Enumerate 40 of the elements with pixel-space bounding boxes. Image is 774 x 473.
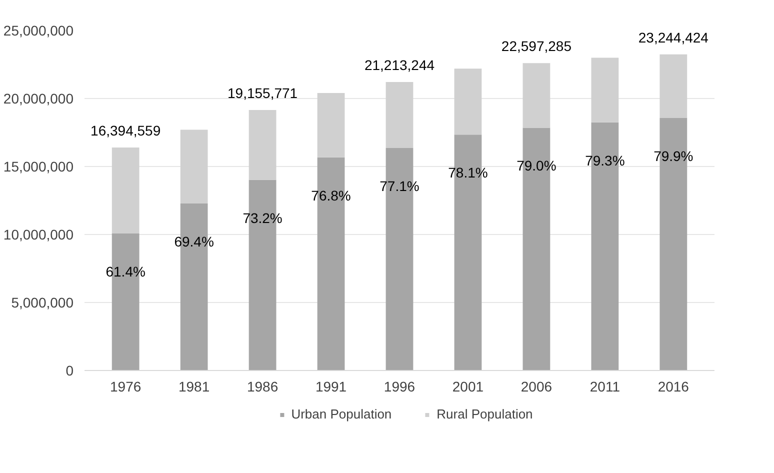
total-label: 22,597,285 xyxy=(501,38,572,54)
y-tick-label: 15,000,000 xyxy=(3,158,74,174)
x-tick-label: 2001 xyxy=(452,378,484,394)
bar xyxy=(522,63,550,128)
annotation: 78.1% xyxy=(448,164,488,181)
annotation: 73.2% xyxy=(242,210,282,226)
y-tick-label: 25,000,000 xyxy=(3,22,74,38)
annotation: 77.1% xyxy=(380,178,420,194)
legend-label: Rural Population xyxy=(436,406,533,422)
bar xyxy=(180,130,208,204)
y-tick-label: 10,000,000 xyxy=(3,226,74,242)
annotation: 79.3% xyxy=(585,152,625,168)
total-label: 21,213,244 xyxy=(364,57,435,73)
bar xyxy=(591,58,619,122)
y-tick-label: 5,000,000 xyxy=(11,294,74,310)
annotation: 76.8% xyxy=(311,187,351,204)
bar xyxy=(660,54,688,118)
x-tick-label: 2006 xyxy=(520,378,552,394)
bar xyxy=(248,110,276,180)
x-tick-label: 1986 xyxy=(246,378,278,394)
total-label: 19,155,771 xyxy=(228,84,298,101)
total-label: 16,394,559 xyxy=(90,122,161,139)
bar xyxy=(112,148,140,234)
legend-label: Urban Population xyxy=(291,406,392,422)
x-tick-label: 2016 xyxy=(658,378,690,394)
bar xyxy=(386,82,414,148)
x-tick-label: 1996 xyxy=(384,378,416,394)
x-tick-label: 1981 xyxy=(178,378,210,394)
bar xyxy=(317,93,345,158)
annotation: 79.9% xyxy=(654,148,694,164)
x-tick-label: 1976 xyxy=(110,378,142,394)
annotation: 79.0% xyxy=(516,158,556,174)
annotation: 61.4% xyxy=(106,264,146,280)
annotation: 69.4% xyxy=(174,233,214,250)
y-tick-label: 0 xyxy=(66,362,74,378)
y-tick-label: 20,000,000 xyxy=(3,90,74,106)
total-label: 23,244,424 xyxy=(638,29,709,46)
x-tick-label: 2011 xyxy=(590,378,620,394)
bar xyxy=(454,68,482,135)
x-tick-label: 1991 xyxy=(315,378,347,394)
